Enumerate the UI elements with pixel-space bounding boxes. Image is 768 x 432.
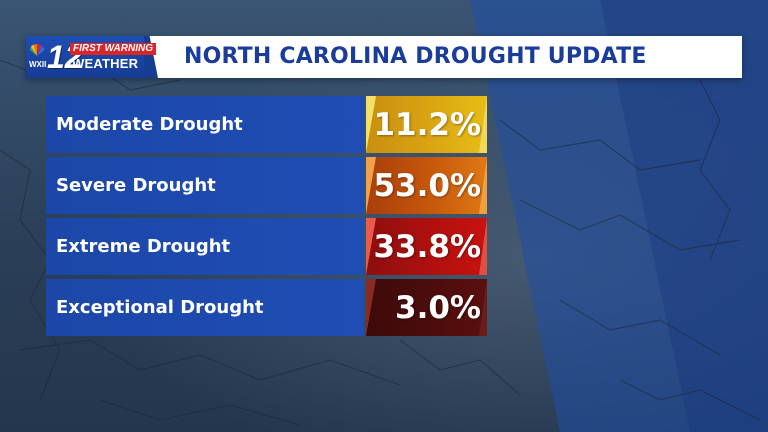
header-bar: WXII 12 FIRST WARNING WEATHER NORTH CARO… bbox=[26, 36, 742, 78]
channel-number: 12 bbox=[47, 39, 83, 75]
row-label-text: Moderate Drought bbox=[56, 114, 243, 135]
row-value-text: 53.0% bbox=[373, 167, 481, 204]
row-value-moderate: 11.2% bbox=[366, 96, 487, 153]
row-value-exceptional: 3.0% bbox=[366, 279, 487, 336]
row-value-severe: 53.0% bbox=[366, 157, 487, 214]
row-label-text: Severe Drought bbox=[56, 175, 216, 196]
row-value-extreme: 33.8% bbox=[366, 218, 487, 275]
row-label-exceptional: Exceptional Drought bbox=[46, 279, 364, 336]
peacock-icon bbox=[30, 44, 44, 56]
station-callsign: WXII bbox=[29, 60, 47, 69]
row-label-extreme: Extreme Drought bbox=[46, 218, 364, 275]
page-title: NORTH CAROLINA DROUGHT UPDATE bbox=[184, 44, 647, 69]
row-label-text: Exceptional Drought bbox=[56, 297, 264, 318]
row-label-text: Extreme Drought bbox=[56, 236, 231, 257]
row-label-severe: Severe Drought bbox=[46, 157, 364, 214]
row-label-moderate: Moderate Drought bbox=[46, 96, 364, 153]
brand-weather: WEATHER bbox=[72, 56, 139, 71]
row-value-text: 3.0% bbox=[395, 289, 481, 326]
brand-first-warning: FIRST WARNING bbox=[70, 43, 156, 55]
row-value-text: 11.2% bbox=[373, 106, 481, 143]
station-logo: WXII 12 FIRST WARNING WEATHER bbox=[26, 36, 158, 78]
row-value-text: 33.8% bbox=[373, 228, 481, 265]
